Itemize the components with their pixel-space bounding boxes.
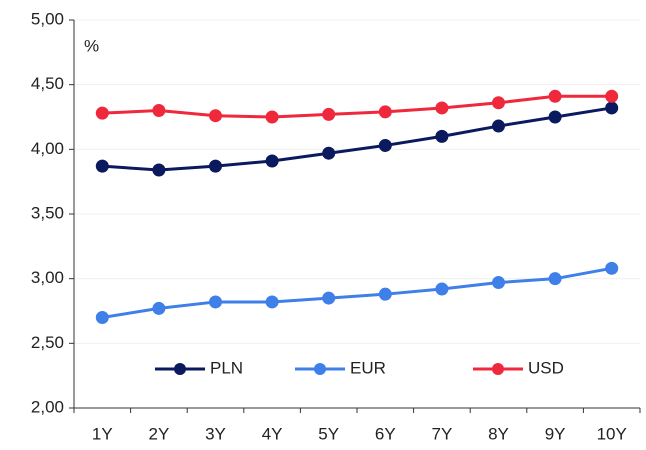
x-tick-label: 9Y bbox=[545, 424, 566, 443]
legend-label: USD bbox=[528, 358, 564, 377]
x-tick-label: 3Y bbox=[205, 424, 226, 443]
x-tick-label: 4Y bbox=[262, 424, 283, 443]
data-point bbox=[378, 287, 392, 301]
data-point bbox=[435, 282, 449, 296]
data-point bbox=[548, 89, 562, 103]
legend-marker bbox=[314, 363, 326, 375]
data-point bbox=[95, 106, 109, 120]
y-axis-label: % bbox=[84, 36, 99, 55]
legend-marker bbox=[174, 363, 186, 375]
data-point bbox=[95, 159, 109, 173]
data-point bbox=[492, 276, 505, 290]
data-point bbox=[378, 138, 392, 152]
series-line bbox=[102, 266, 612, 319]
data-point bbox=[152, 301, 166, 315]
x-tick-label: 5Y bbox=[318, 424, 339, 443]
data-point bbox=[435, 129, 449, 143]
y-tick-label: 4,50 bbox=[31, 74, 64, 93]
x-tick-label: 7Y bbox=[432, 424, 453, 443]
data-point bbox=[209, 109, 222, 123]
series-line bbox=[102, 106, 612, 172]
series-line bbox=[102, 94, 612, 119]
legend-label: EUR bbox=[350, 358, 386, 377]
legend-marker bbox=[492, 363, 504, 375]
data-point bbox=[152, 104, 166, 118]
data-point bbox=[152, 163, 166, 177]
data-point bbox=[492, 96, 505, 110]
y-tick-label: 4,00 bbox=[31, 139, 64, 158]
x-tick-label: 2Y bbox=[149, 424, 170, 443]
data-point bbox=[492, 119, 505, 133]
legend-label: PLN bbox=[210, 358, 243, 377]
y-tick-label: 3,50 bbox=[31, 203, 64, 222]
data-point bbox=[605, 261, 619, 275]
data-point bbox=[322, 146, 336, 160]
y-tick-label: 2,50 bbox=[31, 333, 64, 352]
x-tick-label: 10Y bbox=[597, 424, 627, 443]
data-point bbox=[265, 154, 279, 168]
data-point bbox=[378, 105, 392, 119]
data-point bbox=[209, 159, 222, 173]
data-point bbox=[265, 295, 279, 309]
y-tick-label: 5,00 bbox=[31, 9, 64, 28]
data-point bbox=[605, 101, 619, 115]
x-tick-label: 1Y bbox=[92, 424, 113, 443]
x-tick-label: 8Y bbox=[488, 424, 509, 443]
y-tick-label: 2,00 bbox=[31, 397, 64, 416]
data-point bbox=[95, 310, 109, 324]
data-point bbox=[548, 272, 562, 286]
y-tick-label: 3,00 bbox=[31, 268, 64, 287]
data-point bbox=[435, 101, 449, 115]
data-point bbox=[322, 291, 336, 305]
data-point bbox=[322, 107, 336, 121]
x-tick-label: 6Y bbox=[375, 424, 396, 443]
data-point bbox=[209, 295, 222, 309]
data-point bbox=[548, 110, 562, 124]
data-point bbox=[605, 89, 619, 103]
data-point bbox=[265, 110, 279, 124]
